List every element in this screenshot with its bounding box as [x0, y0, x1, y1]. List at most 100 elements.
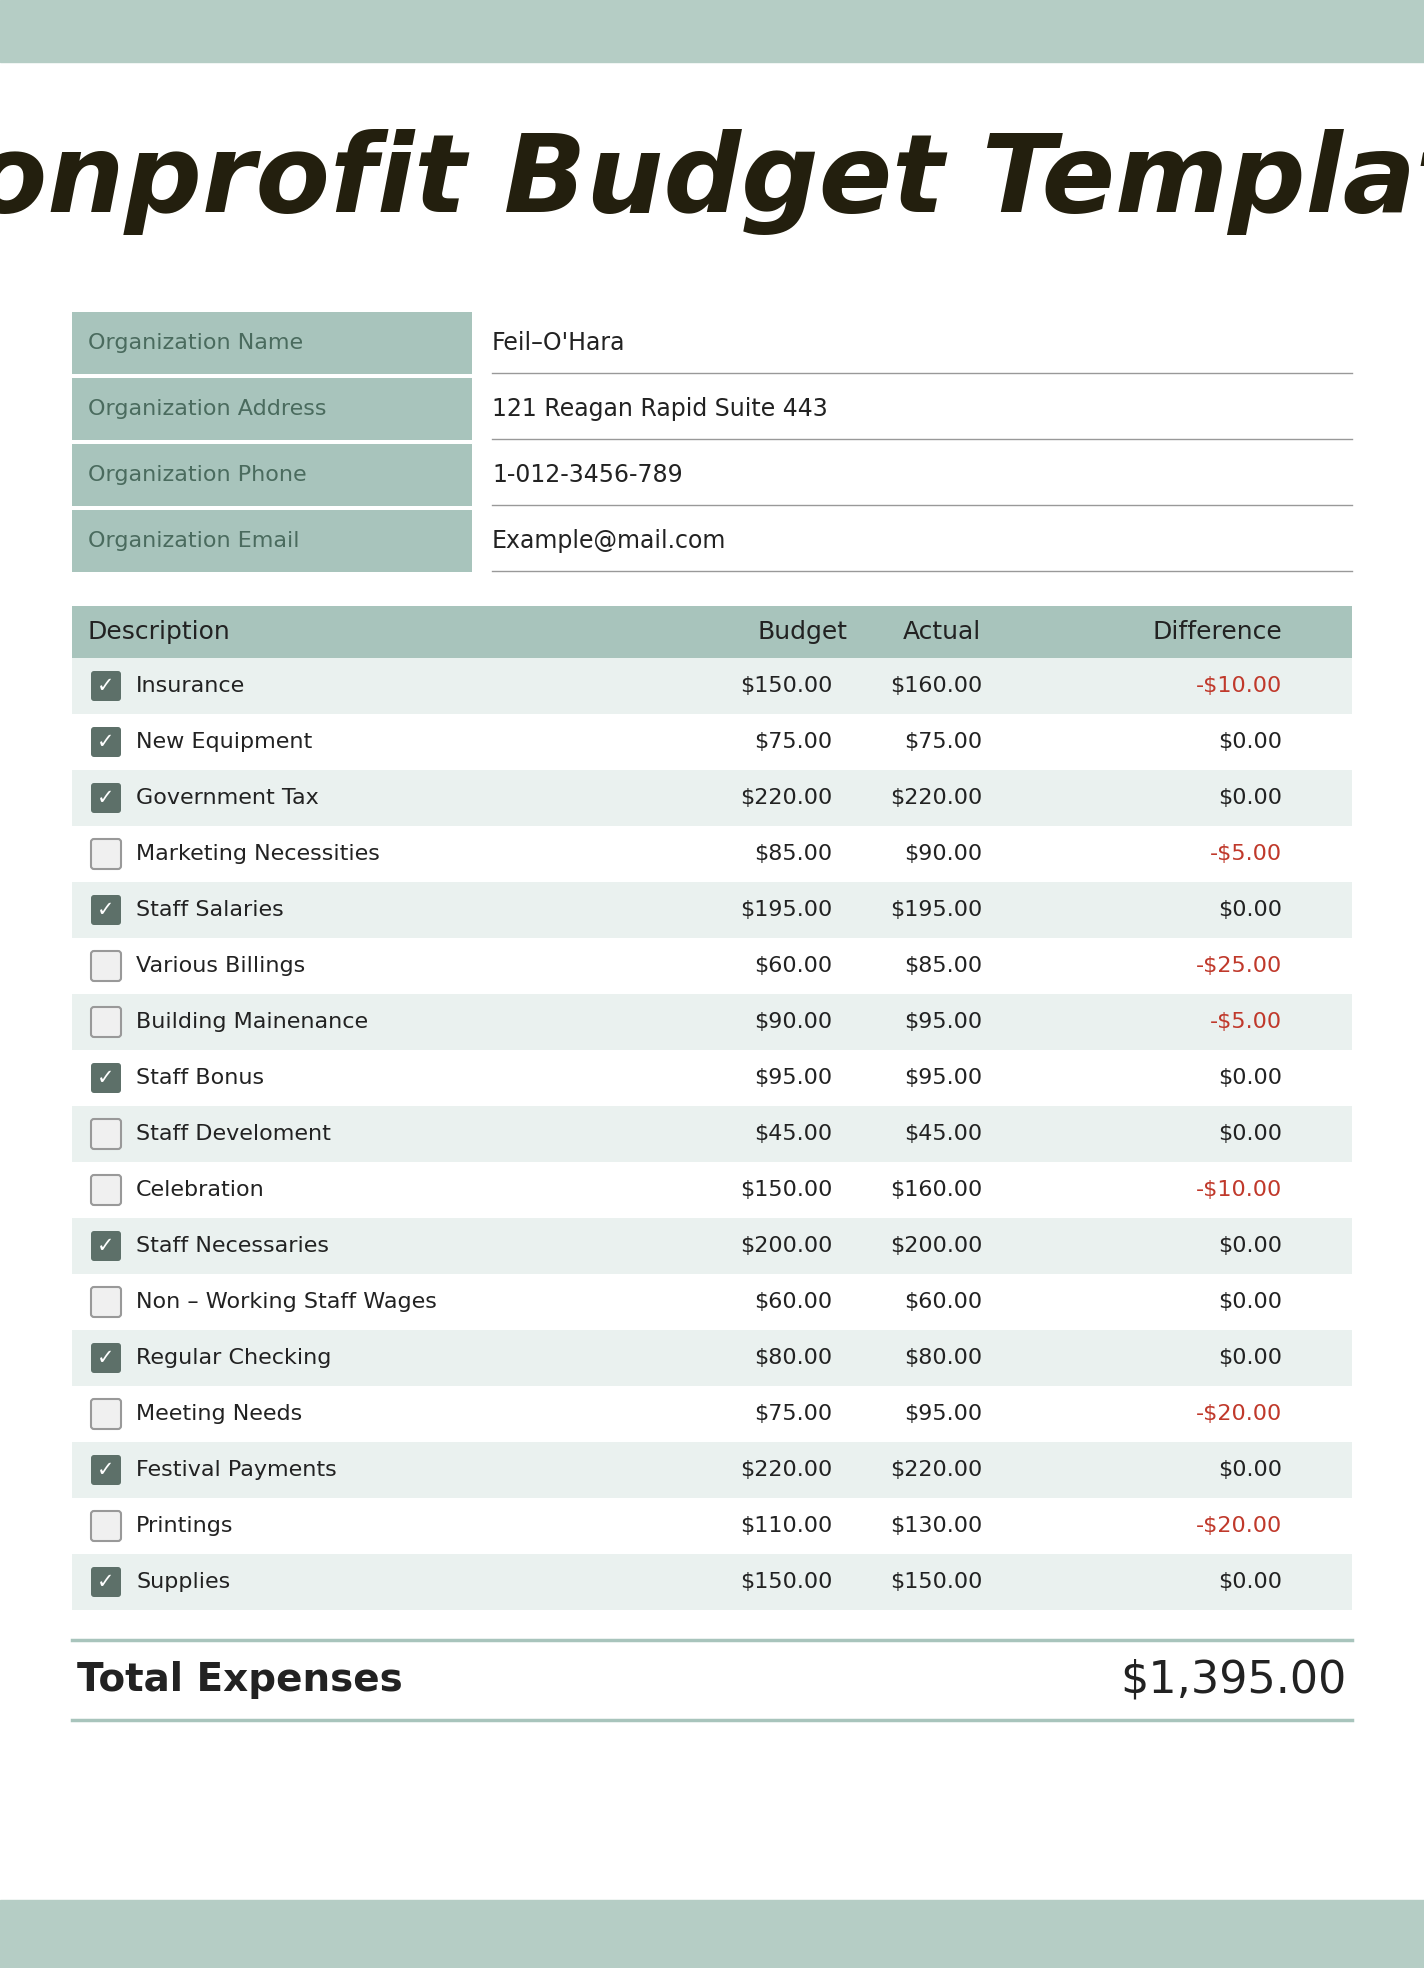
Text: ✓: ✓ [97, 1572, 115, 1592]
FancyBboxPatch shape [91, 1454, 121, 1486]
Text: $0.00: $0.00 [1218, 899, 1282, 919]
Text: $75.00: $75.00 [753, 732, 832, 752]
Bar [73, 882, 1351, 939]
Bar [73, 1330, 1351, 1385]
Bar [73, 1273, 1351, 1330]
Text: Government Tax: Government Tax [137, 787, 319, 809]
Text: 121 Reagan Rapid Suite 443: 121 Reagan Rapid Suite 443 [493, 398, 827, 421]
Text: $0.00: $0.00 [1218, 1460, 1282, 1480]
Text: $60.00: $60.00 [904, 1293, 983, 1313]
Bar [73, 769, 1351, 827]
Text: $0.00: $0.00 [1218, 787, 1282, 809]
FancyBboxPatch shape [91, 1287, 121, 1317]
Text: Supplies: Supplies [137, 1572, 231, 1592]
FancyBboxPatch shape [91, 951, 121, 980]
Text: ✓: ✓ [97, 1460, 115, 1480]
FancyBboxPatch shape [91, 1567, 121, 1596]
Text: -$10.00: -$10.00 [1196, 1181, 1282, 1200]
Bar [73, 657, 1351, 714]
Text: $160.00: $160.00 [890, 675, 983, 697]
Bar [73, 1161, 1351, 1218]
Text: $95.00: $95.00 [753, 1069, 832, 1088]
Text: Celebration: Celebration [137, 1181, 265, 1200]
Text: $220.00: $220.00 [890, 787, 983, 809]
Text: $1,395.00: $1,395.00 [1121, 1659, 1347, 1702]
Text: $200.00: $200.00 [890, 1236, 983, 1256]
Text: $0.00: $0.00 [1218, 1069, 1282, 1088]
Text: $90.00: $90.00 [904, 844, 983, 864]
Text: $75.00: $75.00 [904, 732, 983, 752]
Text: $0.00: $0.00 [1218, 1293, 1282, 1313]
Text: $150.00: $150.00 [739, 675, 832, 697]
Text: $220.00: $220.00 [739, 787, 832, 809]
Bar [73, 445, 471, 506]
Text: $80.00: $80.00 [753, 1348, 832, 1368]
Bar [73, 378, 471, 441]
Text: $0.00: $0.00 [1218, 1236, 1282, 1256]
Text: Staff Necessaries: Staff Necessaries [137, 1236, 329, 1256]
FancyBboxPatch shape [91, 726, 121, 758]
Bar [73, 1498, 1351, 1555]
Text: $45.00: $45.00 [904, 1124, 983, 1143]
Text: $220.00: $220.00 [890, 1460, 983, 1480]
Text: Actual: Actual [903, 620, 981, 644]
Text: Festival Payments: Festival Payments [137, 1460, 336, 1480]
Text: Example@mail.com: Example@mail.com [493, 529, 726, 553]
Text: Staff Salaries: Staff Salaries [137, 899, 283, 919]
Bar [73, 510, 471, 573]
Text: Difference: Difference [1152, 620, 1282, 644]
FancyBboxPatch shape [91, 1232, 121, 1261]
Bar [0, 0, 1424, 63]
Text: Meeting Needs: Meeting Needs [137, 1403, 302, 1425]
Bar [73, 313, 471, 374]
Text: Marketing Necessities: Marketing Necessities [137, 844, 380, 864]
Text: Insurance: Insurance [137, 675, 245, 697]
Text: Total Expenses: Total Expenses [77, 1661, 403, 1698]
Text: $195.00: $195.00 [890, 899, 983, 919]
Text: $60.00: $60.00 [753, 1293, 832, 1313]
FancyBboxPatch shape [91, 1175, 121, 1204]
Text: $0.00: $0.00 [1218, 732, 1282, 752]
FancyBboxPatch shape [91, 1399, 121, 1429]
Text: $75.00: $75.00 [753, 1403, 832, 1425]
Text: $90.00: $90.00 [753, 1012, 832, 1031]
Text: ✓: ✓ [97, 1348, 115, 1368]
Text: Description: Description [88, 620, 231, 644]
Text: $0.00: $0.00 [1218, 1124, 1282, 1143]
Bar [73, 1106, 1351, 1161]
Text: $195.00: $195.00 [739, 899, 832, 919]
Text: ✓: ✓ [97, 787, 115, 809]
Text: $150.00: $150.00 [890, 1572, 983, 1592]
Text: Staff Develoment: Staff Develoment [137, 1124, 330, 1143]
Text: $95.00: $95.00 [904, 1403, 983, 1425]
Text: ✓: ✓ [97, 1069, 115, 1088]
Bar [73, 1218, 1351, 1273]
Text: Staff Bonus: Staff Bonus [137, 1069, 263, 1088]
Text: Various Billings: Various Billings [137, 956, 305, 976]
Text: -$10.00: -$10.00 [1196, 675, 1282, 697]
Bar [73, 1385, 1351, 1443]
Text: $85.00: $85.00 [904, 956, 983, 976]
Text: $150.00: $150.00 [739, 1181, 832, 1200]
Text: Non – Working Staff Wages: Non – Working Staff Wages [137, 1293, 437, 1313]
FancyBboxPatch shape [91, 1120, 121, 1149]
Text: $160.00: $160.00 [890, 1181, 983, 1200]
Text: Budget: Budget [758, 620, 847, 644]
Text: ✓: ✓ [97, 675, 115, 697]
Text: $45.00: $45.00 [753, 1124, 832, 1143]
Text: $110.00: $110.00 [739, 1515, 832, 1535]
Text: $130.00: $130.00 [890, 1515, 983, 1535]
Bar [0, 1899, 1424, 1968]
Text: New Equipment: New Equipment [137, 732, 312, 752]
Text: -$20.00: -$20.00 [1196, 1515, 1282, 1535]
FancyBboxPatch shape [91, 895, 121, 925]
Bar [73, 714, 1351, 769]
Text: Regular Checking: Regular Checking [137, 1348, 332, 1368]
FancyBboxPatch shape [91, 671, 121, 701]
Text: Nonprofit Budget Template: Nonprofit Budget Template [0, 130, 1424, 234]
Bar [73, 939, 1351, 994]
Text: Building Mainenance: Building Mainenance [137, 1012, 369, 1031]
Text: $150.00: $150.00 [739, 1572, 832, 1592]
Bar [73, 994, 1351, 1051]
FancyBboxPatch shape [91, 838, 121, 870]
